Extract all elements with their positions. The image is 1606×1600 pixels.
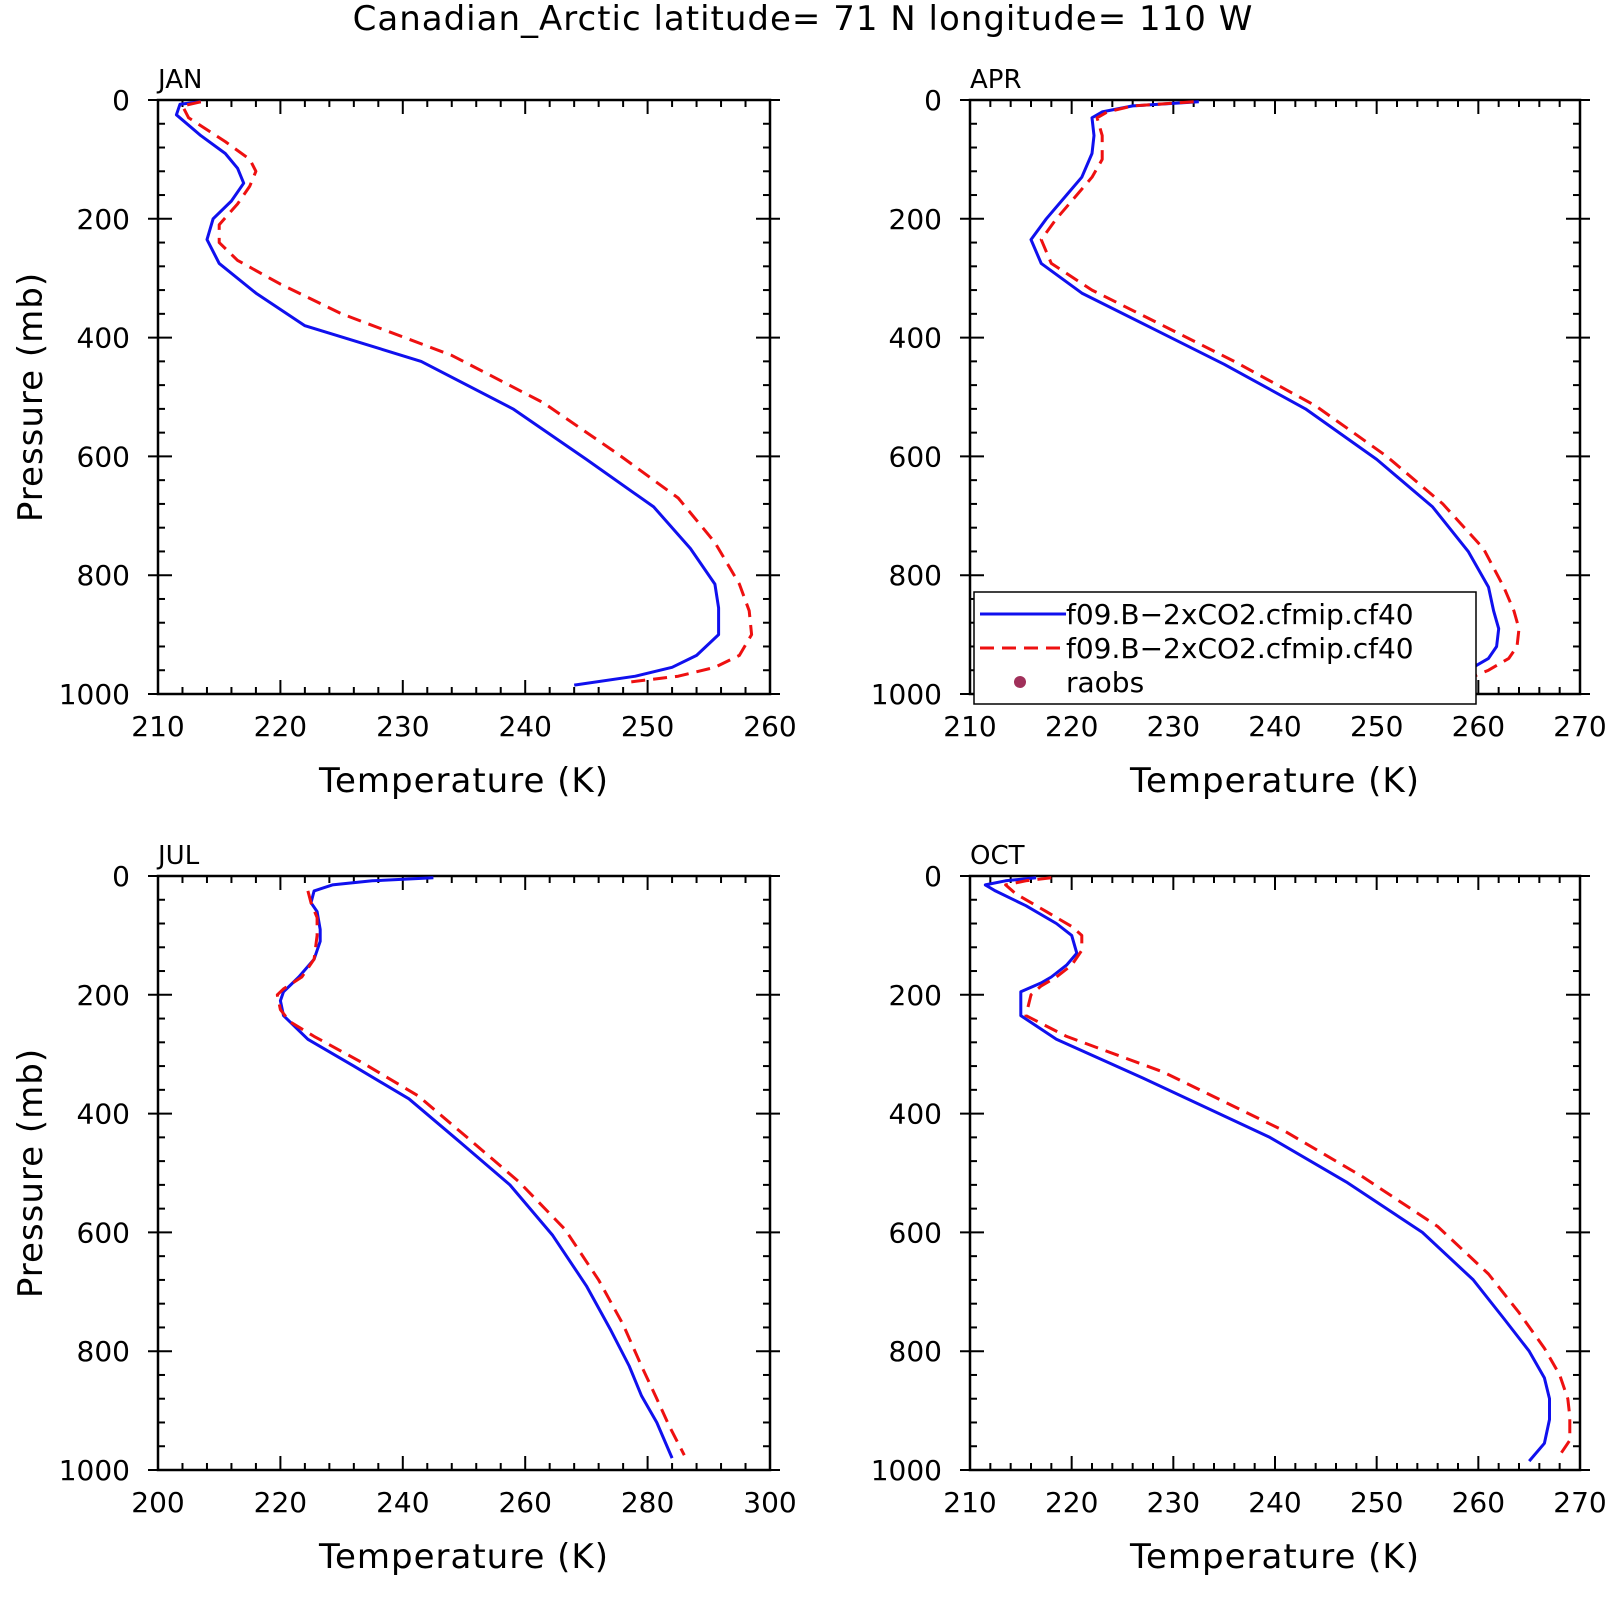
y-tick-label: 1000 [871, 1454, 942, 1487]
y-tick-label: 400 [77, 322, 130, 355]
x-tick-label: 250 [1350, 1486, 1403, 1519]
x-axis-label: Temperature (K) [318, 761, 609, 801]
y-tick-label: 800 [889, 559, 942, 592]
figure-title: Canadian_Arctic latitude= 71 N longitude… [352, 0, 1254, 39]
x-axis-label: Temperature (K) [1129, 1537, 1420, 1577]
y-tick-label: 0 [924, 84, 942, 117]
x-axis-label: Temperature (K) [1129, 761, 1420, 801]
y-axis-label: Pressure (mb) [11, 272, 51, 522]
legend-label: f09.B−2xCO2.cfmip.cf40 [1066, 598, 1414, 631]
x-tick-label: 240 [498, 710, 551, 743]
x-tick-label: 260 [1452, 1486, 1505, 1519]
panel-jan: JAN 210 220 230 240 250 260 0 200 400 600 800 1000 Te… [11, 65, 797, 801]
x-tick-label: 230 [1147, 710, 1200, 743]
x-tick-label: 240 [1248, 1486, 1301, 1519]
x-axis-label: Temperature (K) [318, 1537, 609, 1577]
legend-label: raobs [1066, 666, 1144, 699]
y-tick-label: 800 [77, 559, 130, 592]
legend-swatch-dot [1014, 676, 1026, 688]
y-tick-label: 0 [924, 860, 942, 893]
y-tick-label: 600 [889, 440, 942, 473]
y-tick-label: 1000 [59, 1454, 130, 1487]
series-line-solid [174, 100, 721, 687]
x-tick-label: 300 [743, 1486, 796, 1519]
y-tick-label: 0 [112, 84, 130, 117]
series-line-solid [278, 876, 674, 1459]
y-tick-label: 600 [77, 440, 130, 473]
plot-frame [156, 874, 772, 1472]
x-tick-label: 200 [131, 1486, 184, 1519]
y-tick-label: 1000 [59, 678, 130, 711]
y-tick-label: 400 [889, 1098, 942, 1131]
x-tick-label: 230 [376, 710, 429, 743]
y-tick-label: 200 [77, 203, 130, 236]
x-tick-label: 220 [254, 1486, 307, 1519]
x-tick-label: 230 [1147, 1486, 1200, 1519]
y-tick-label: 0 [112, 860, 130, 893]
y-tick-label: 400 [77, 1098, 130, 1131]
x-tick-label: 240 [1248, 710, 1301, 743]
panel-jul: JUL 200 220 240 260 280 300 0 200 400 600 800 1000 Te… [11, 841, 797, 1577]
series-line-dashed [275, 890, 686, 1456]
series-line-dashed [1039, 100, 1521, 687]
x-tick-label: 250 [1350, 710, 1403, 743]
x-tick-label: 210 [131, 710, 184, 743]
x-tick-label: 210 [943, 1486, 996, 1519]
y-tick-label: 400 [889, 322, 942, 355]
x-tick-label: 260 [743, 710, 796, 743]
y-tick-label: 1000 [871, 678, 942, 711]
x-tick-label: 270 [1553, 710, 1606, 743]
x-tick-label: 260 [1452, 710, 1505, 743]
panel-title: OCT [970, 841, 1025, 871]
series-line-solid [983, 876, 1551, 1463]
y-tick-label: 200 [889, 979, 942, 1012]
x-tick-label: 280 [621, 1486, 674, 1519]
plot-frame [968, 874, 1582, 1472]
x-tick-label: 260 [498, 1486, 551, 1519]
y-tick-label: 600 [77, 1216, 130, 1249]
panel-title: APR [970, 65, 1022, 95]
y-tick-label: 600 [889, 1216, 942, 1249]
y-tick-label: 800 [77, 1335, 130, 1368]
series-line-dashed [1004, 876, 1572, 1457]
y-tick-label: 200 [77, 979, 130, 1012]
plot-frame [156, 98, 772, 696]
y-tick-label: 200 [889, 203, 942, 236]
panel-oct: OCT 210 220 230 240 250 260 270 0 200 400 600 800 100… [871, 841, 1606, 1577]
x-tick-label: 250 [621, 710, 674, 743]
x-tick-label: 270 [1553, 1486, 1606, 1519]
panel-title: JAN [156, 65, 202, 95]
x-tick-label: 220 [254, 710, 307, 743]
series-line-solid [1029, 100, 1501, 690]
panel-title: JUL [156, 841, 200, 871]
y-axis-label: Pressure (mb) [11, 1048, 51, 1298]
legend-label: f09.B−2xCO2.cfmip.cf40 [1066, 632, 1414, 665]
y-tick-label: 800 [889, 1335, 942, 1368]
x-tick-label: 220 [1045, 710, 1098, 743]
legend: f09.B−2xCO2.cfmip.cf40f09.B−2xCO2.cfmip.… [973, 591, 1477, 705]
x-tick-label: 210 [943, 710, 996, 743]
x-tick-label: 220 [1045, 1486, 1098, 1519]
series-line-dashed [181, 100, 754, 684]
x-tick-label: 240 [376, 1486, 429, 1519]
